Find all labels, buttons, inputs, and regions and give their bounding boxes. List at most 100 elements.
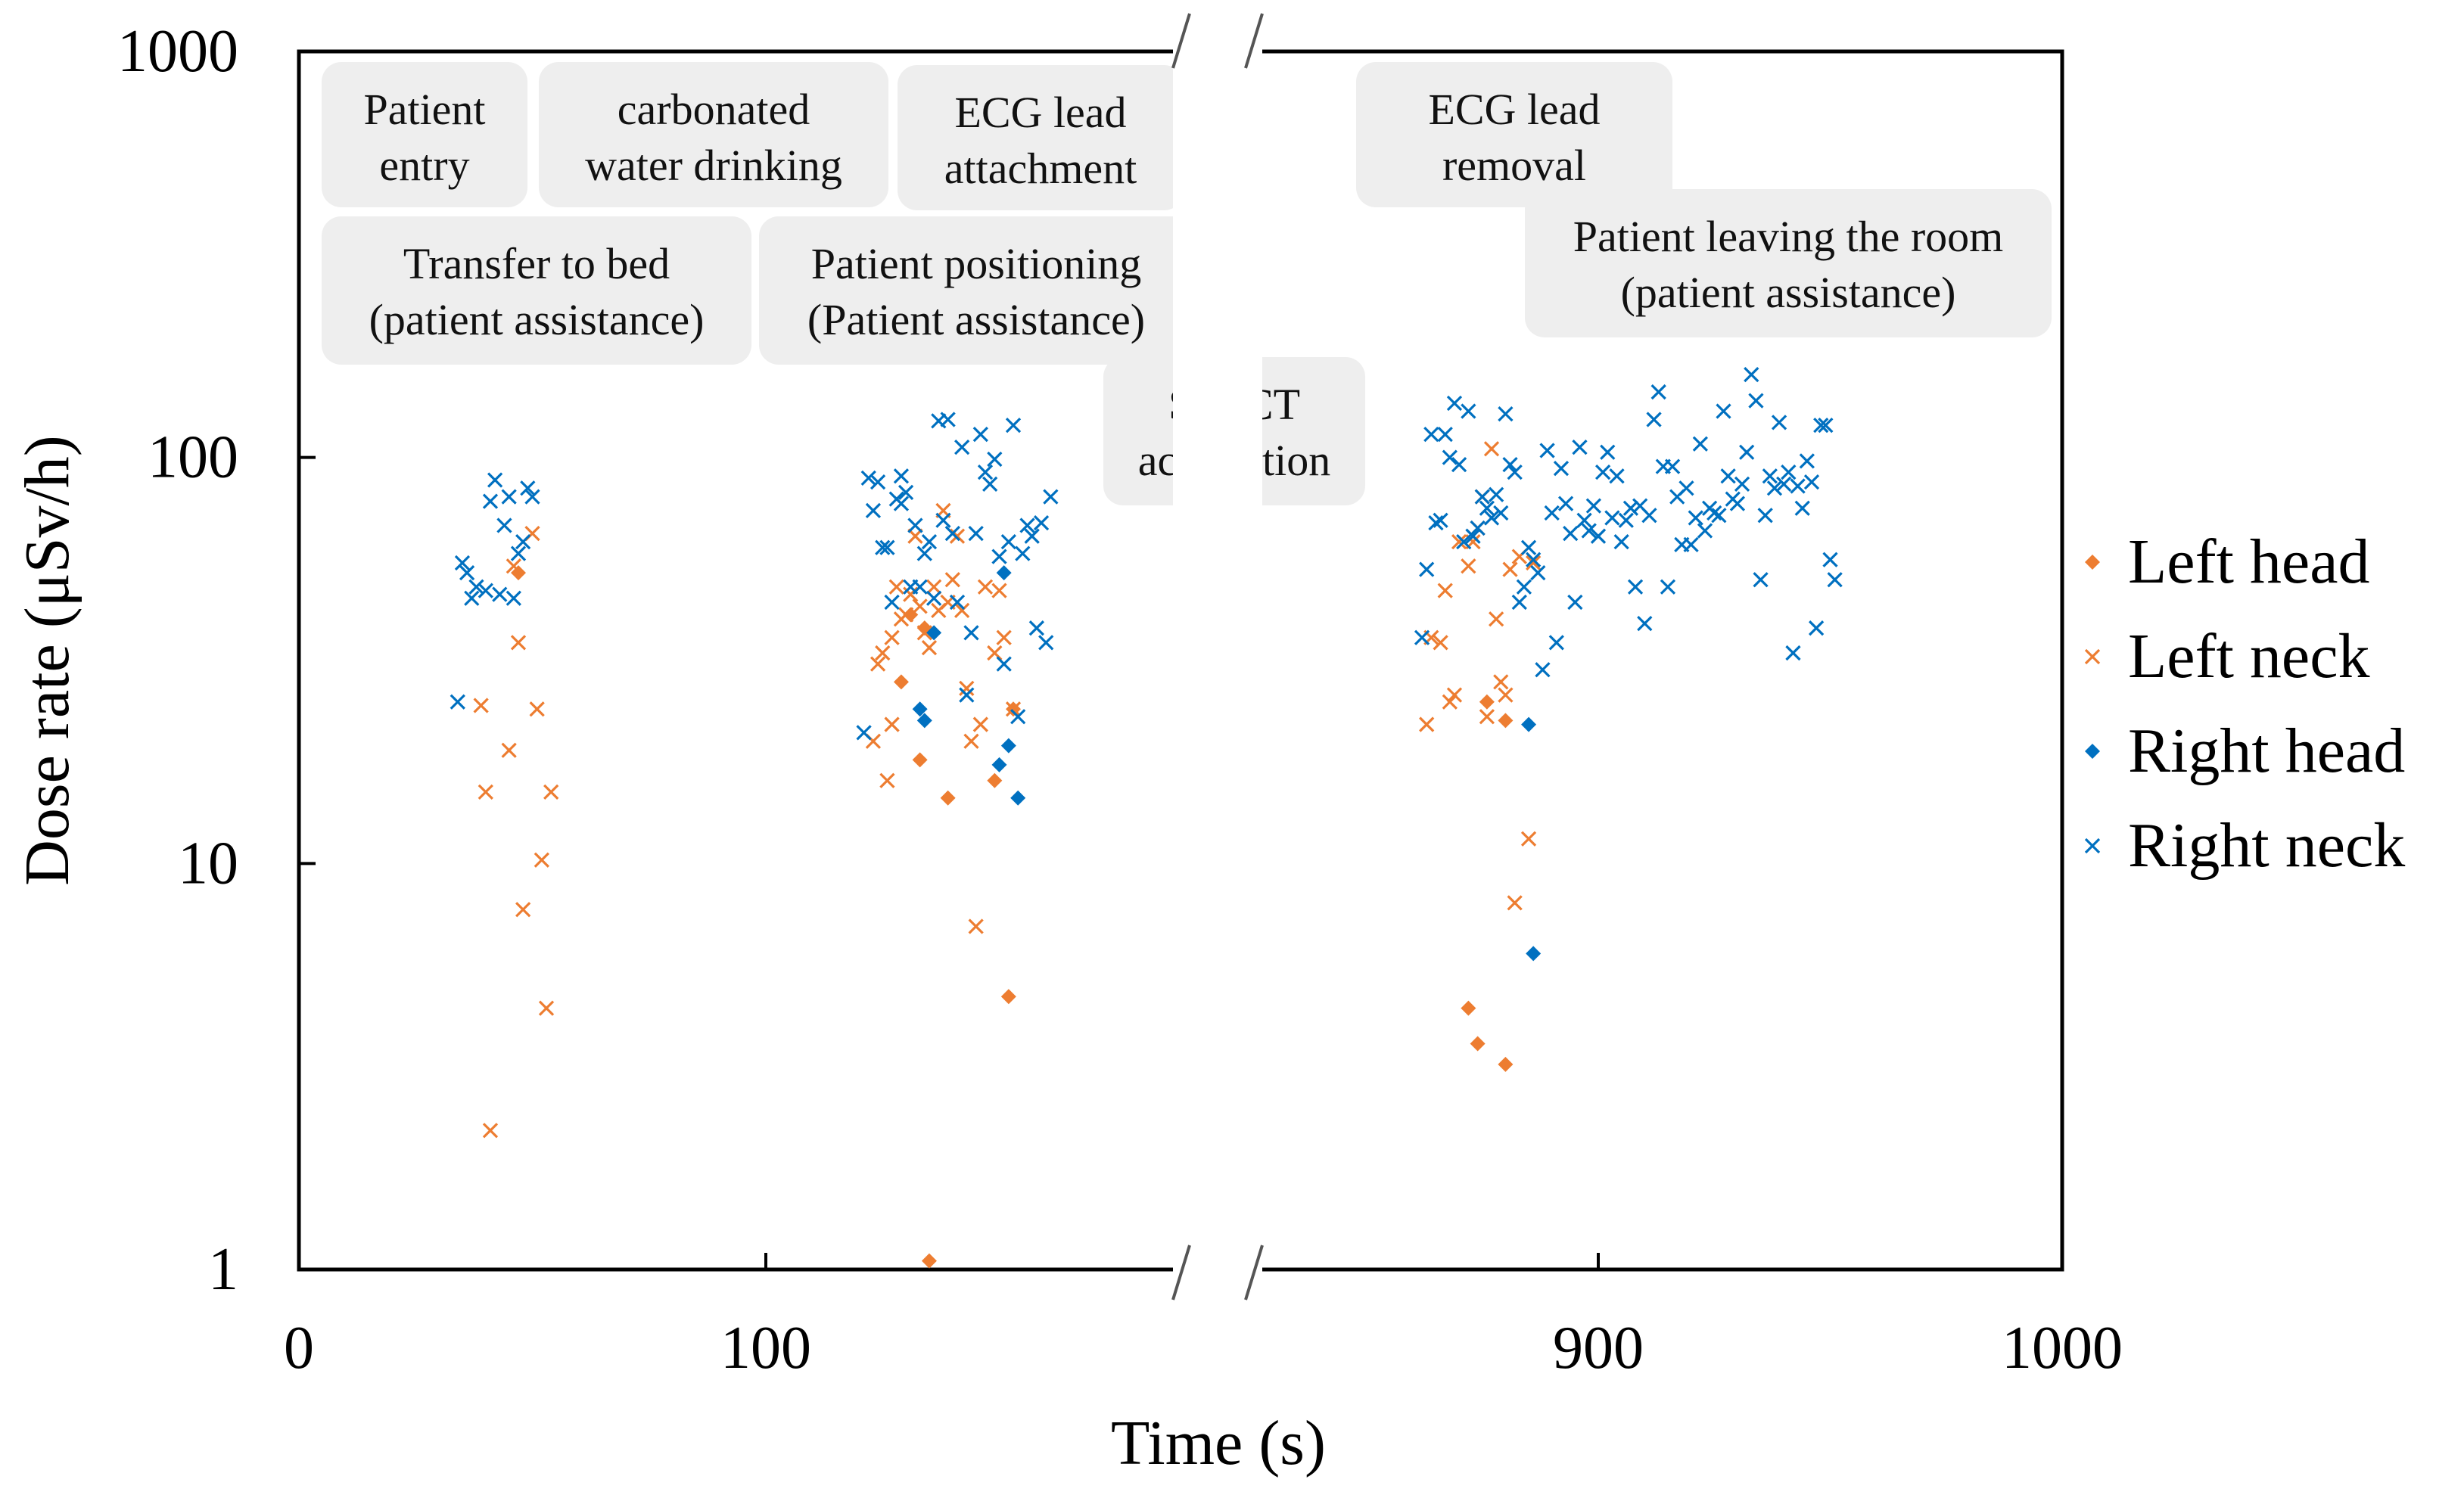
left-neck-point — [1437, 583, 1453, 598]
legend-label: Right neck — [2128, 810, 2406, 881]
right-neck-point — [1024, 528, 1040, 544]
right-neck-point — [1498, 406, 1514, 422]
axis-break-mark-bottom-right — [1244, 1245, 1264, 1301]
x-tick-label: 0 — [284, 1315, 314, 1381]
right-neck-point — [1799, 453, 1815, 469]
left-neck-point — [977, 579, 994, 595]
right-neck-point — [987, 451, 1003, 468]
right-neck-point — [991, 549, 1007, 564]
left-neck-point — [1520, 831, 1537, 847]
right-neck-point — [921, 533, 938, 550]
right-neck-point — [1581, 523, 1597, 539]
right-neck-point — [977, 464, 994, 480]
y-tick-label: 10 — [178, 830, 238, 897]
right-neck-point — [1526, 552, 1542, 567]
left-neck-point — [916, 625, 932, 641]
left-head-point — [912, 752, 928, 768]
left-neck-point — [1451, 533, 1467, 550]
right-neck-point — [1414, 629, 1430, 645]
right-neck-point — [1544, 505, 1560, 521]
left-neck-point — [888, 579, 904, 595]
left-head-point — [893, 674, 909, 690]
left-neck-point — [1479, 709, 1495, 725]
right-neck-point — [972, 426, 988, 443]
left-neck-point — [538, 1000, 555, 1016]
right-neck-point — [1641, 508, 1657, 524]
phase-label-line: removal — [1442, 141, 1586, 190]
right-neck-point — [875, 539, 891, 555]
phase-label-line: Patient leaving the room — [1573, 212, 2004, 261]
right-neck-point — [1771, 415, 1787, 430]
right-neck-point — [1622, 500, 1639, 516]
left-head-point — [1470, 1036, 1486, 1052]
right-neck-point — [1794, 500, 1810, 516]
legend-label: Right head — [2128, 715, 2406, 786]
left-neck-point — [510, 635, 527, 651]
phase-box — [898, 65, 1184, 210]
right-neck-point — [1697, 523, 1713, 539]
right-neck-point — [968, 525, 984, 542]
x-tick-label: 100 — [720, 1315, 811, 1381]
legend-item-right-head: Right head — [2066, 704, 2405, 798]
left-head-point — [1479, 694, 1495, 710]
right-neck-point — [1437, 426, 1453, 443]
left-neck-point — [543, 784, 559, 800]
right-neck-point — [1744, 366, 1759, 383]
right-head-point — [912, 701, 928, 717]
right-neck-point — [935, 512, 951, 528]
right-neck-point — [454, 555, 471, 571]
right-neck-point — [1683, 536, 1699, 553]
left-neck-point — [959, 680, 975, 696]
phase-label-line: ECG lead — [954, 88, 1126, 137]
left-neck-point — [1446, 687, 1463, 703]
right-neck-point — [996, 656, 1012, 672]
right-neck-point — [1005, 418, 1022, 434]
left-neck-point — [1526, 555, 1542, 571]
legend-item-left-head: Left head — [2066, 514, 2405, 609]
legend-marker-x — [2084, 838, 2101, 853]
right-neck-point — [1028, 620, 1044, 636]
left-neck-point — [1442, 694, 1458, 710]
right-neck-point — [1692, 436, 1708, 452]
left-neck-point — [996, 629, 1012, 645]
right-neck-point — [1604, 510, 1620, 526]
left-neck-point — [1489, 611, 1504, 627]
right-neck-point — [1757, 508, 1773, 524]
right-neck-point — [856, 725, 872, 741]
x-tick-label: 900 — [1553, 1315, 1644, 1381]
right-neck-point — [506, 590, 521, 606]
left-neck-point — [968, 918, 984, 934]
right-neck-point — [1442, 449, 1458, 465]
left-neck-point — [991, 583, 1007, 598]
left-neck-point — [912, 598, 928, 614]
left-neck-point — [921, 639, 938, 656]
right-neck-point — [912, 579, 928, 595]
right-neck-point — [1776, 476, 1792, 492]
right-neck-point — [1590, 528, 1607, 544]
left-neck-point — [879, 772, 895, 788]
right-neck-point — [1609, 468, 1625, 484]
right-neck-point — [954, 439, 970, 455]
right-neck-point — [1660, 579, 1676, 595]
right-neck-point — [884, 594, 900, 611]
left-neck-point — [884, 629, 900, 645]
right-neck-point — [1511, 594, 1527, 611]
left-neck-point — [501, 742, 517, 758]
axis-ticks: 1 10 100 1000 0 100 900 1000 — [117, 18, 2123, 1381]
axis-break-mark-top-right — [1244, 13, 1264, 69]
left-neck-point — [534, 852, 549, 868]
right-neck-point — [959, 687, 975, 703]
right-head-point — [1000, 738, 1016, 754]
right-neck-point — [1716, 403, 1731, 419]
phase-label-line: Patient — [363, 85, 485, 134]
right-neck-point — [1600, 444, 1616, 460]
right-neck-point — [916, 545, 932, 561]
phase-label-line: Patient positioning — [811, 239, 1142, 288]
right-neck-point — [982, 476, 998, 492]
phase-annotations: Patient entry carbonated water drinking ECG … — [322, 62, 2052, 505]
right-neck-point — [1706, 505, 1722, 521]
right-neck-point — [1827, 572, 1843, 588]
left-neck-point — [875, 645, 891, 661]
left-neck-point — [949, 528, 966, 544]
right-neck-point — [1739, 444, 1755, 460]
